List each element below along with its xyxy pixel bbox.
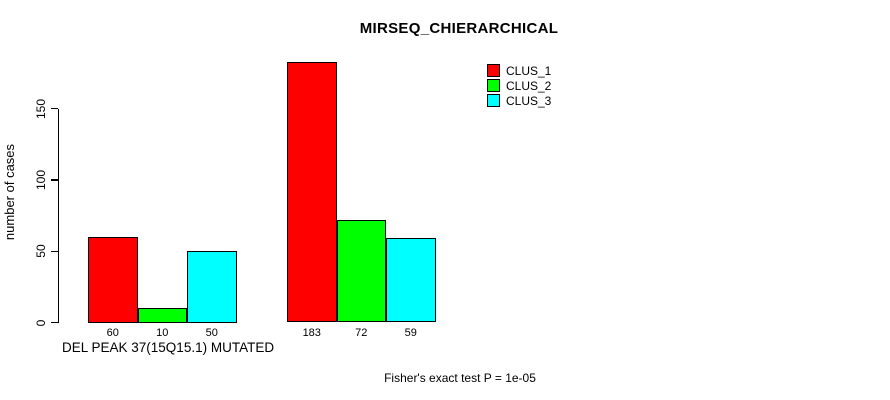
y-tick-label: 50	[34, 244, 48, 258]
bar-value-label: 72	[355, 327, 368, 339]
bar-value-label: 60	[106, 327, 119, 339]
y-tick-mark	[51, 108, 58, 110]
legend-swatch	[487, 94, 500, 107]
legend-swatch	[487, 64, 500, 77]
legend-label: CLUS_3	[506, 93, 552, 108]
chart-title: MIRSEQ_CHIERARCHICAL	[359, 20, 559, 37]
y-tick-label: 150	[34, 98, 48, 119]
legend-swatch	[487, 79, 500, 92]
y-tick-label: 100	[34, 169, 48, 191]
bar-value-label: 50	[205, 327, 218, 339]
legend-label: CLUS_2	[506, 78, 552, 93]
bar-clus_2-group2	[336, 219, 386, 323]
bar-value-label: 10	[156, 327, 169, 339]
bar-clus_3-group2	[386, 238, 436, 323]
y-axis-line	[58, 108, 60, 323]
legend-label: CLUS_1	[506, 63, 552, 78]
y-tick-mark	[51, 179, 58, 181]
y-axis-label: number of cases	[2, 143, 17, 241]
bar-clus_2-group1	[137, 308, 187, 323]
bar-clus_3-group1	[187, 251, 237, 323]
legend: CLUS_1 CLUS_2 CLUS_3	[487, 63, 551, 108]
x-axis-label: DEL PEAK 37(15Q15.1) MUTATED	[62, 340, 275, 355]
y-tick-label: 0	[34, 319, 48, 326]
y-tick-mark	[51, 250, 58, 252]
y-tick-mark	[51, 321, 58, 324]
legend-item-clus_2: CLUS_2	[487, 78, 551, 93]
bar-value-label: 59	[404, 327, 417, 339]
legend-item-clus_3: CLUS_3	[487, 93, 551, 108]
bar-clus_1-group1	[88, 237, 138, 323]
bar-clus_1-group2	[287, 61, 337, 323]
annotation-text: Fisher's exact test P = 1e-05	[384, 371, 536, 385]
bar-value-label: 183	[302, 327, 321, 339]
legend-item-clus_1: CLUS_1	[487, 63, 551, 78]
